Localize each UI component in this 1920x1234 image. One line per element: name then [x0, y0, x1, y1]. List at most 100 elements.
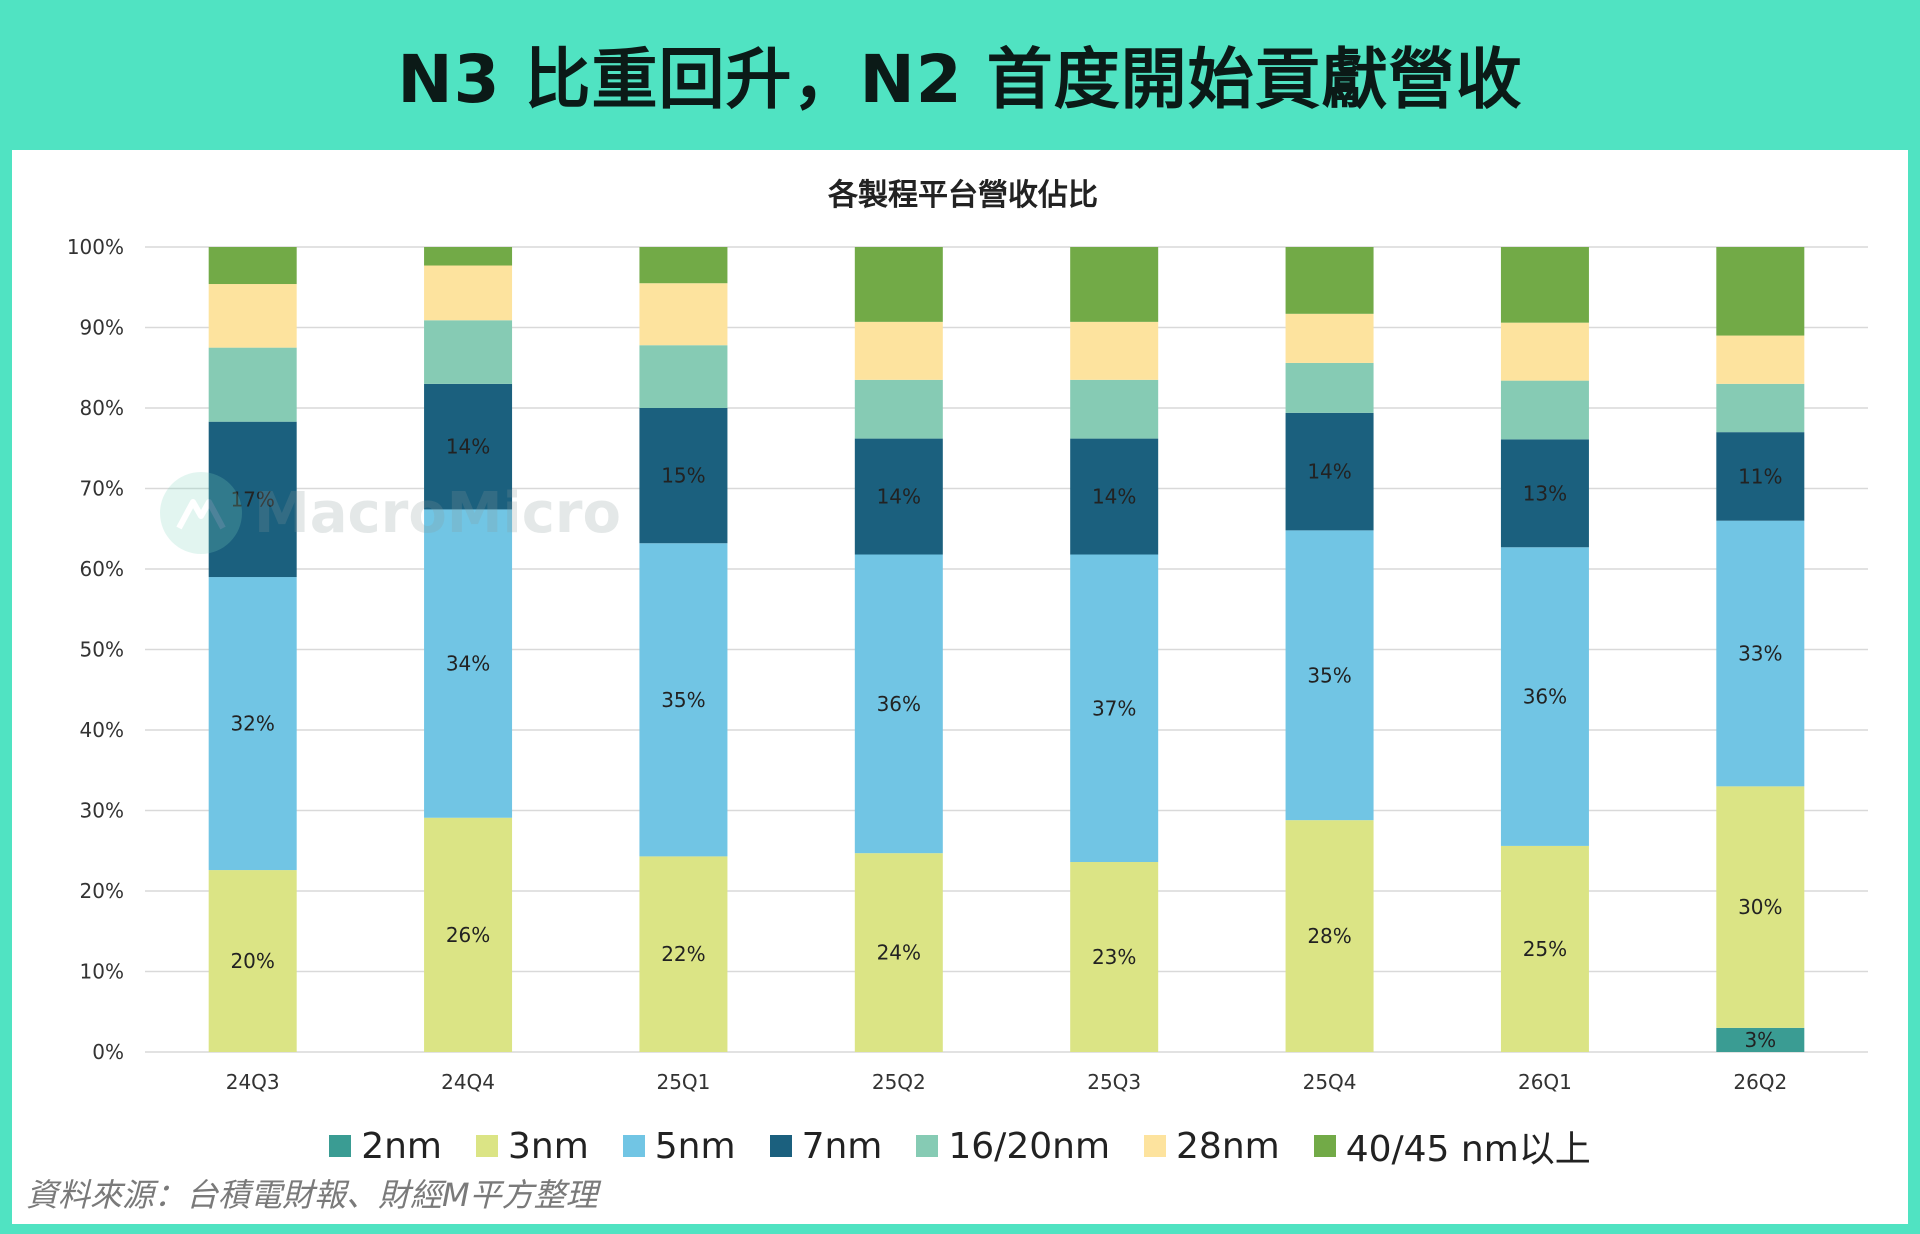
bar-segment [854, 554, 943, 854]
y-tick-label: 100% [67, 235, 124, 259]
bar-segment [1716, 432, 1805, 521]
legend-label: 3nm [507, 1125, 589, 1167]
bar-segment [1500, 547, 1589, 846]
bar-segment [1500, 439, 1589, 548]
bar-segment [1716, 335, 1805, 384]
legend-label: 2nm [361, 1125, 442, 1167]
data-label: 28% [1307, 924, 1351, 948]
bar-segment [1285, 530, 1374, 821]
data-label: 22% [661, 942, 705, 966]
bar-segment [639, 247, 728, 284]
data-label: 33% [1738, 642, 1782, 666]
bar-segment [208, 284, 297, 348]
bar-segment [1716, 786, 1805, 1028]
bar-segment [1070, 379, 1159, 439]
bar-segment [1716, 1027, 1805, 1052]
y-tick-label: 70% [80, 477, 124, 501]
bar-segment [1285, 313, 1374, 363]
legend-label: 28nm [1176, 1125, 1280, 1167]
data-label: 37% [1092, 696, 1136, 720]
bar-segment [854, 853, 943, 1052]
data-label: 35% [661, 688, 705, 712]
data-label: 36% [877, 692, 921, 716]
bar-segment [1500, 322, 1589, 381]
legend-swatch [1313, 1135, 1336, 1157]
bar-segment [854, 379, 943, 439]
bar-segment [1500, 380, 1589, 440]
data-label: 14% [1307, 460, 1351, 484]
y-tick-label: 90% [80, 316, 124, 340]
y-tick-label: 80% [80, 396, 124, 420]
bar-segment [1500, 845, 1589, 1052]
source-note: 資料來源：台積電財報、財經M平方整理 [26, 1176, 598, 1214]
legend: 2nm 3nm 5nm 7nm 16/20nm 28nm 40/45 nm以上 [0, 1118, 1920, 1174]
legend-swatch [769, 1135, 792, 1157]
bar-segment [1070, 247, 1159, 322]
bar-segment [424, 247, 513, 266]
bar-segment [424, 320, 513, 384]
x-tick-label: 25Q2 [872, 1070, 926, 1094]
bar-segment [208, 577, 297, 871]
data-label: 20% [230, 949, 274, 973]
y-tick-label: 50% [80, 638, 124, 662]
bar-segment [1070, 438, 1159, 555]
data-label: 23% [1092, 945, 1136, 969]
data-label: 14% [877, 485, 921, 509]
banner-title: N3 比重回升，N2 首度開始貢獻營收 [397, 41, 1523, 118]
data-label: 26% [446, 923, 490, 947]
watermark: MacroMicro [160, 472, 621, 554]
bar-segment [424, 265, 513, 321]
legend-item-5nm: 5nm [622, 1126, 736, 1167]
legend-item-16-20nm: 16/20nm [916, 1126, 1110, 1167]
legend-item-3nm: 3nm [475, 1125, 589, 1167]
macromicro-logo-icon [160, 472, 242, 554]
data-label: 3% [1744, 1028, 1776, 1052]
bar-segment [1285, 247, 1374, 314]
x-tick-label: 26Q2 [1733, 1070, 1787, 1094]
data-label: 30% [1738, 895, 1782, 919]
bar-segment [1285, 362, 1374, 413]
bar-segment [1285, 412, 1374, 531]
bar-segment [1500, 247, 1589, 323]
bar-segment [1070, 554, 1159, 863]
legend-item-40-45nm: 40/45 nm以上 [1313, 1120, 1591, 1172]
watermark-text: MacroMicro [254, 480, 622, 546]
data-label: 25% [1523, 937, 1567, 961]
x-tick-label: 26Q1 [1518, 1070, 1572, 1094]
bars: 20% 32% 17% 26% 34% 14% 22% 35% 15% 24% 36% 14% 23% 3… [208, 247, 1805, 1052]
bar-segment [208, 347, 297, 422]
x-tick-label: 25Q3 [1087, 1070, 1141, 1094]
data-label: 13% [1523, 481, 1567, 505]
bar-segment [639, 283, 728, 346]
bar-segment [208, 247, 297, 285]
data-label: 14% [1092, 485, 1136, 509]
bar-segment [208, 870, 297, 1052]
legend-label: 16/20nm [948, 1125, 1111, 1167]
x-tick-label: 24Q4 [441, 1070, 495, 1094]
chart-panel [12, 150, 1908, 1224]
legend-item-7nm: 7nm [769, 1126, 882, 1167]
data-label: 32% [230, 712, 274, 736]
legend-label: 40/45 nm以上 [1345, 1129, 1591, 1170]
legend-swatch [622, 1135, 645, 1157]
y-axis: 0% 10% 20% 30% 40% 50% 60% 70% 80% 90% 100% [67, 235, 124, 1064]
data-label: 35% [1307, 663, 1351, 687]
data-label: 24% [877, 941, 921, 965]
data-label: 34% [446, 652, 490, 676]
bar-segment [208, 421, 297, 578]
legend-swatch [475, 1135, 498, 1157]
bar-segment [854, 321, 943, 380]
legend-item-2nm: 2nm [329, 1126, 442, 1167]
bar-segment [1716, 247, 1805, 336]
x-tick-label: 25Q4 [1303, 1070, 1357, 1094]
legend-swatch [916, 1135, 939, 1157]
legend-swatch [329, 1135, 352, 1157]
y-tick-label: 30% [80, 799, 124, 823]
gridlines [145, 246, 1868, 1053]
bar-segment [424, 509, 513, 818]
bar-segment [639, 345, 728, 408]
bar-segment [424, 817, 513, 1052]
y-tick-label: 0% [92, 1040, 124, 1064]
bar-segment [854, 438, 943, 555]
